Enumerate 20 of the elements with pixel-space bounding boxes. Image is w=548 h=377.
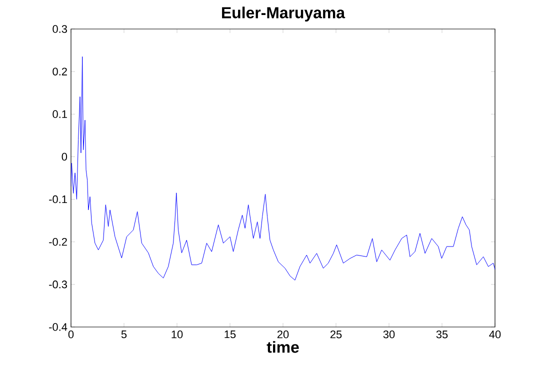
x-tick-label: 35 — [436, 330, 448, 338]
chart-title: Euler-Maruyama — [222, 6, 346, 22]
x-tick-label: 0 — [68, 330, 74, 338]
y-tick-label: -0.4 — [49, 323, 68, 331]
x-tick-label: 5 — [121, 330, 127, 338]
x-axis-title: time — [266, 341, 299, 353]
x-tick-label: 25 — [330, 330, 342, 338]
y-tick-label: -0.2 — [49, 238, 67, 246]
y-tick-label: -0.3 — [49, 280, 67, 288]
x-tick-label: 15 — [224, 330, 236, 338]
y-tick-label: 0.1 — [52, 110, 67, 118]
y-tick-label: 0.3 — [52, 25, 67, 33]
x-tick-label: 10 — [172, 330, 183, 338]
y-tick-label: 0.2 — [52, 68, 67, 76]
x-tick-label: 20 — [277, 330, 289, 338]
y-tick-label: -0.1 — [49, 195, 67, 204]
x-tick-label: 40 — [489, 330, 501, 338]
y-tick-label: 0 — [62, 152, 68, 161]
line-series — [71, 56, 495, 280]
x-tick-label: 30 — [383, 330, 395, 338]
